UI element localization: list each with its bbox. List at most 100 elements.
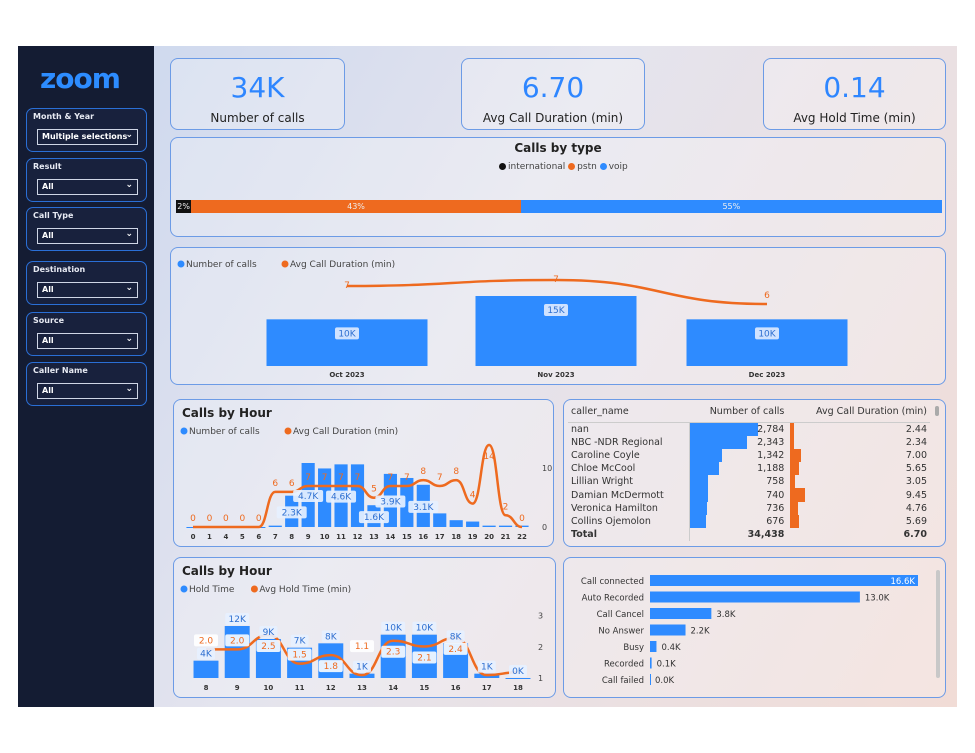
table-row[interactable]: Damian McDermott 740 9.45	[568, 488, 930, 502]
result-bar[interactable]	[650, 641, 657, 652]
result-bar[interactable]	[650, 624, 686, 636]
legend-item: Avg Hold Time (min)	[259, 585, 351, 595]
table-row[interactable]: Veronica Hamilton 736 4.76	[568, 501, 930, 515]
y2-tick-label: 10	[542, 464, 552, 473]
calls-databar	[689, 488, 708, 502]
calls-value: 758	[766, 476, 785, 488]
chart-title: Calls by Hour	[182, 406, 272, 420]
calls-databar	[689, 423, 758, 436]
slicer-dropdown[interactable]: All ⌄	[37, 228, 138, 244]
category-label: Busy	[623, 643, 644, 653]
kpi-value: 0.14	[823, 71, 886, 104]
hour-bar[interactable]	[498, 525, 513, 527]
data-label: 9K	[263, 628, 276, 638]
monthly-calls-chart: Number of calls Avg Call Duration (min) 10…	[177, 260, 848, 379]
calls-value: 1,188	[757, 463, 785, 475]
table-row[interactable]: Lillian Wright 758 3.05	[568, 475, 930, 489]
category-label: Call failed	[602, 676, 644, 686]
column-header[interactable]: caller_name	[571, 406, 629, 417]
data-label: 0	[223, 514, 229, 524]
legend-item: Number of calls	[189, 427, 260, 437]
result-bar[interactable]	[650, 591, 860, 603]
x-tick-label: 18	[451, 533, 461, 541]
segment-pstn[interactable]: 43%	[191, 200, 521, 213]
x-tick-label: 13	[369, 533, 379, 541]
calls-by-hour-card: Calls by Hour Number of calls Avg Call Du…	[173, 399, 554, 547]
x-tick-label: 22	[517, 533, 527, 541]
category-label: Call connected	[581, 577, 644, 587]
y2-tick-label: 3	[538, 612, 543, 621]
result-bar[interactable]	[650, 575, 918, 586]
segment-voip[interactable]: 55%	[520, 200, 942, 213]
table-row[interactable]: Chloe McCool 1,188 5.65	[568, 462, 930, 476]
column-header[interactable]: Avg Call Duration (min)	[816, 406, 927, 417]
hour-bar[interactable]	[318, 468, 332, 527]
slicer-dropdown[interactable]: All ⌄	[37, 179, 138, 195]
category-label: Auto Recorded	[582, 594, 644, 604]
hour-bar[interactable]	[400, 477, 414, 527]
data-label: 10K	[416, 624, 434, 634]
data-label: 7	[388, 473, 394, 483]
result-bar[interactable]	[650, 608, 712, 619]
data-label: 0K	[512, 667, 525, 677]
data-label: 10K	[385, 624, 403, 634]
caller-name: nan	[571, 423, 589, 435]
legend-item[interactable]: international	[508, 162, 566, 172]
x-tick-label: 4	[223, 533, 228, 541]
hour-bar[interactable]	[449, 520, 463, 527]
duration-databar	[790, 448, 802, 463]
data-label: 3.8K	[716, 610, 736, 620]
column-header[interactable]: Number of calls	[709, 406, 785, 417]
scrollbar[interactable]	[935, 406, 939, 416]
hour-bar[interactable]	[466, 521, 480, 527]
calls-value: 676	[766, 515, 785, 527]
month-bar[interactable]	[266, 319, 428, 366]
chevron-down-icon: ⌄	[125, 384, 133, 394]
hour-bar[interactable]	[515, 525, 529, 527]
hour-bar[interactable]	[224, 626, 250, 678]
slicer-dropdown[interactable]: All ⌄	[37, 383, 138, 399]
data-label: 0	[256, 514, 262, 524]
table-row[interactable]: Collins Ojemolon 676 5.69	[568, 514, 930, 528]
table-row[interactable]: nan 2,784 2.44	[568, 422, 930, 436]
data-label: 7	[305, 473, 311, 483]
zoom-logo: zoom	[40, 62, 121, 95]
calls-databar	[689, 435, 747, 449]
caller-name: Collins Ojemolon	[571, 515, 651, 527]
data-label: 7	[404, 473, 410, 483]
duration-databar	[790, 423, 795, 436]
hour-bar[interactable]	[433, 513, 447, 527]
data-label-bg	[412, 651, 437, 664]
y2-tick-label: 1	[538, 674, 543, 683]
calls-value: 736	[766, 502, 785, 514]
legend-dot-icon	[499, 162, 506, 170]
data-label-bg	[290, 634, 309, 647]
segment-international[interactable]: 2%	[176, 200, 192, 213]
scrollbar[interactable]	[936, 570, 940, 678]
category-label: Recorded	[604, 660, 644, 670]
month-bar[interactable]	[686, 319, 848, 366]
result-bar[interactable]	[650, 657, 652, 669]
table-row[interactable]: NBC -NDR Regional 2,343 2.34	[568, 435, 930, 449]
data-label: 13.0K	[865, 594, 890, 604]
data-label: 2.0	[199, 636, 214, 646]
caller-name: NBC -NDR Regional	[571, 436, 663, 448]
data-label: 8	[453, 467, 459, 477]
legend-item[interactable]: voip	[608, 162, 628, 172]
kpi-value: 34K	[230, 71, 285, 104]
result-bar[interactable]	[650, 674, 651, 685]
legend-item[interactable]: pstn	[577, 162, 597, 172]
data-label-bg	[509, 665, 527, 677]
hour-bar[interactable]	[482, 525, 496, 527]
hour-bar[interactable]	[505, 678, 531, 679]
slicer-dropdown[interactable]: All ⌄	[37, 282, 138, 298]
table-row[interactable]: Caroline Coyle 1,342 7.00	[568, 448, 930, 463]
category-label: No Answer	[598, 627, 644, 637]
kpi-label: Avg Call Duration (min)	[482, 111, 624, 125]
data-label-bg	[443, 642, 468, 655]
slicer-dropdown[interactable]: Multiple selections ⌄	[37, 129, 138, 145]
slicer-dropdown[interactable]: All ⌄	[37, 333, 138, 349]
hour-bar[interactable]	[268, 525, 282, 527]
hour-bar[interactable]	[193, 660, 219, 678]
slicer-source: Source All ⌄	[26, 312, 147, 356]
